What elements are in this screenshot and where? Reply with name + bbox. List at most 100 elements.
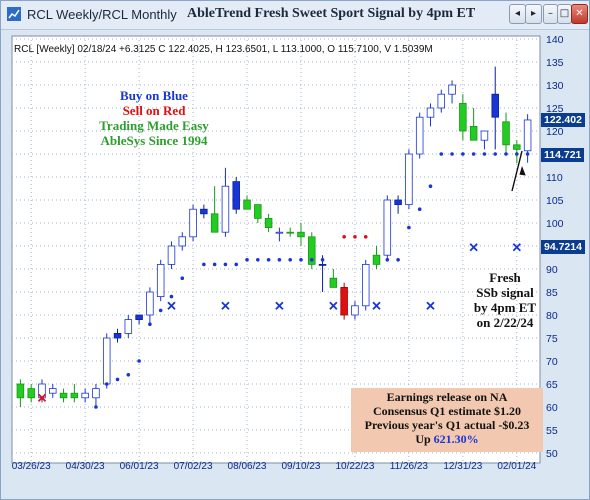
stop-dot <box>104 382 109 386</box>
y-tick-label: 55 <box>546 425 558 437</box>
candle-body <box>135 314 143 320</box>
candle-body <box>254 204 262 219</box>
signal-x-mark <box>37 393 47 402</box>
annotation-line-3: by 4pm ET <box>473 300 537 315</box>
candle-body <box>81 392 89 399</box>
ad-buy-on-blue: Buy on Blue <box>120 88 188 103</box>
signal-x-stroke <box>275 301 284 310</box>
earnings-line-1: Earnings release on NA <box>386 390 508 404</box>
signal-x-stroke <box>469 243 478 252</box>
stop-dot <box>407 225 411 230</box>
candle-body <box>200 208 208 215</box>
candle-body <box>318 263 327 266</box>
candle-body <box>156 263 165 297</box>
stop-dot <box>309 258 314 262</box>
y-tick-label: 130 <box>546 80 564 92</box>
stop-dot <box>158 308 163 313</box>
x-tick-label: 07/02/23 <box>174 461 213 472</box>
stop-dot <box>299 258 303 262</box>
signal-x-mark <box>329 301 338 310</box>
y-tick-label: 140 <box>546 34 564 46</box>
stop-dot <box>256 258 260 262</box>
x-tick-label: 08/06/23 <box>228 461 267 472</box>
stop-dot <box>180 276 185 281</box>
candle-body <box>232 181 240 210</box>
candle-body <box>59 392 68 399</box>
x-tick-label: 11/26/23 <box>390 461 429 472</box>
candle-body <box>167 245 176 265</box>
candle-body <box>70 392 79 399</box>
signal-x-mark <box>372 301 381 310</box>
stop-dot <box>115 377 120 382</box>
stop-dot <box>515 152 519 156</box>
y-tick-label: 75 <box>546 333 558 345</box>
signal-x-mark <box>275 301 284 310</box>
close-button[interactable]: ✕ <box>571 4 588 24</box>
annotation-arrow-shaft <box>511 150 523 192</box>
scroll-right-button[interactable]: ▸ <box>525 4 542 24</box>
candle-body <box>523 119 532 152</box>
candle-body <box>264 217 273 228</box>
candle-body <box>405 153 413 205</box>
annotation-line-1: Fresh <box>489 270 521 285</box>
stop-dot <box>439 152 444 156</box>
x-tick-label: 02/01/24 <box>497 461 536 472</box>
signal-x-stroke <box>221 301 230 310</box>
candle-body <box>502 121 510 146</box>
y-tick-label: 80 <box>546 310 558 322</box>
scroll-left-button[interactable]: ◂ <box>509 4 526 24</box>
x-tick-label: 10/22/23 <box>335 461 374 472</box>
candle-body <box>189 208 197 238</box>
stop-dot <box>504 152 508 156</box>
signal-x-mark <box>512 243 521 252</box>
candle-body <box>351 305 359 316</box>
stop-dot <box>245 258 249 262</box>
stop-dot <box>288 258 292 262</box>
stop-price-tag: 114.721 <box>541 148 585 163</box>
ad-trading-made-easy: Trading Made Easy <box>99 118 209 133</box>
y-tick-label: 90 <box>546 264 558 276</box>
stop-dot <box>493 152 498 156</box>
signal-x-stroke <box>512 243 521 252</box>
stop-dot <box>169 294 174 299</box>
candle-body <box>415 116 424 155</box>
y-tick-label: 105 <box>546 195 564 207</box>
x-tick-label: 03/26/23 <box>12 461 51 472</box>
annotation-line-2: SSb signal <box>476 285 534 300</box>
stop-dot <box>471 152 476 156</box>
y-tick-label: 100 <box>546 218 564 230</box>
candle-body <box>394 199 402 205</box>
candle-body <box>513 144 521 150</box>
candle-body <box>27 388 35 399</box>
ad-ablesys-since: AbleSys Since 1994 <box>100 133 208 148</box>
candle-body <box>469 126 478 141</box>
y-tick-label: 85 <box>546 287 558 299</box>
last-price-tag: 122.402 <box>541 112 585 127</box>
signal-x-stroke <box>37 393 47 402</box>
stop-dot <box>450 152 454 156</box>
stop-dot <box>202 262 206 267</box>
y-tick-label: 50 <box>546 448 558 460</box>
stop-dot <box>342 235 346 239</box>
signal-x-stroke <box>329 301 338 310</box>
stop-dot <box>396 258 400 262</box>
chart-app-icon <box>7 7 21 21</box>
candle-body <box>448 84 456 95</box>
candle-body <box>480 130 489 141</box>
signal-x-stroke <box>372 301 381 310</box>
signal-x-mark <box>167 301 176 310</box>
candle-body <box>383 199 392 256</box>
x-level-price-tag: 94.7214 <box>541 240 585 255</box>
x-tick-label: 06/01/23 <box>120 461 159 472</box>
candle-body <box>426 107 435 118</box>
candle-body <box>329 277 338 288</box>
x-tick-label: 04/30/23 <box>66 461 105 472</box>
candle-body <box>92 388 100 399</box>
candle-body <box>210 213 219 233</box>
title-bar: RCL Weekly/RCL Monthly AbleTrend Fresh S… <box>1 1 589 30</box>
stop-dot <box>126 373 131 377</box>
signal-x-mark <box>426 301 435 310</box>
y-tick-label: 70 <box>546 356 558 368</box>
candle-body <box>16 383 25 399</box>
y-tick-label: 135 <box>546 57 564 69</box>
